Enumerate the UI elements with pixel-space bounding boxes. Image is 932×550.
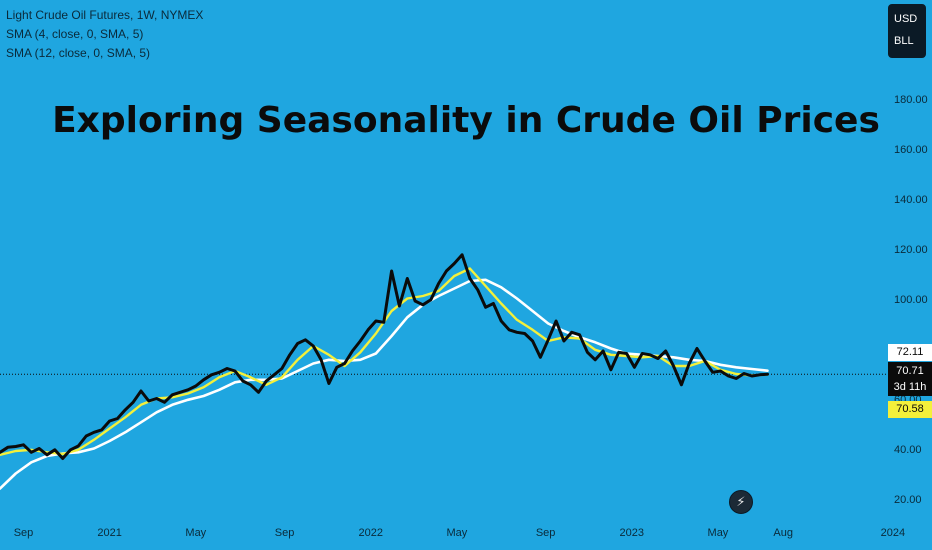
x-tick-label: Aug <box>773 527 793 539</box>
y-tick-label: 100.00 <box>894 294 928 306</box>
x-tick-label: 2024 <box>880 527 906 539</box>
y-tick-label: 20.00 <box>894 494 922 506</box>
y-tick-label: 180.00 <box>894 94 928 106</box>
legend-symbol[interactable]: Light Crude Oil Futures, 1W, NYMEX <box>6 8 204 22</box>
sma12-line[interactable] <box>0 278 769 490</box>
x-tick-label: May <box>185 527 207 539</box>
x-tick-label: Sep <box>535 527 556 539</box>
sma4-price-tag: 70.58 <box>888 401 932 418</box>
x-tick-label: May <box>707 527 729 539</box>
y-tick-label: 40.00 <box>894 444 922 456</box>
x-tick-label: 2023 <box>619 527 645 539</box>
last-price-value: 70.71 <box>896 365 924 377</box>
x-tick-label: 2022 <box>358 527 383 539</box>
last-price-tag: 70.71 3d 11h <box>888 362 932 396</box>
lightning-icon[interactable]: ⚡ <box>729 490 753 514</box>
x-tick-label: 2021 <box>97 527 122 539</box>
x-tick-label: May <box>446 527 468 539</box>
sma12-price-tag: 72.11 <box>888 344 932 361</box>
y-tick-label: 140.00 <box>894 194 928 206</box>
price-line[interactable] <box>0 253 769 460</box>
y-tick-label: 160.00 <box>894 144 928 156</box>
legend-sma12[interactable]: SMA (12, close, 0, SMA, 5) <box>6 46 151 60</box>
x-tick-label: Sep <box>274 527 295 539</box>
chart-legend: Light Crude Oil Futures, 1W, NYMEX SMA (… <box>6 6 203 63</box>
unit-label: BLL <box>894 35 914 47</box>
chart-title: Exploring Seasonality in Crude Oil Price… <box>52 100 880 141</box>
unit-selector[interactable]: USD BLL <box>888 4 926 58</box>
x-tick-label: Sep <box>13 527 34 539</box>
currency-label: USD <box>894 13 918 25</box>
legend-sma4[interactable]: SMA (4, close, 0, SMA, 5) <box>6 27 144 41</box>
sma4-line[interactable] <box>0 267 769 456</box>
bar-countdown: 3d 11h <box>893 381 927 393</box>
y-tick-label: 120.00 <box>894 244 928 256</box>
chart-series <box>0 253 769 490</box>
